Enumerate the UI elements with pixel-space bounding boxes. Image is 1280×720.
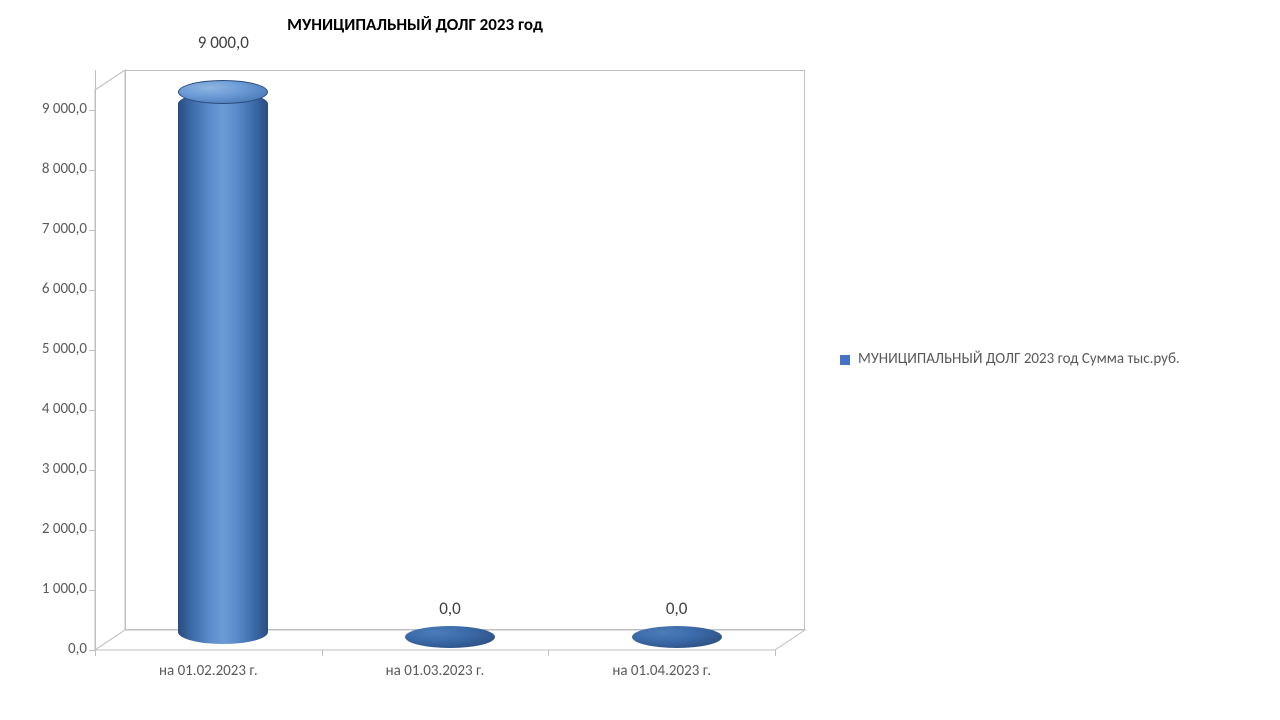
y-tick	[89, 230, 95, 231]
y-tick-label: 0,0	[15, 640, 87, 658]
y-tick-label: 2 000,0	[15, 520, 87, 538]
bar-top	[178, 80, 268, 104]
bar-body	[178, 92, 268, 644]
y-tick	[89, 530, 95, 531]
y-tick-label: 8 000,0	[15, 160, 87, 178]
bar	[405, 622, 495, 644]
chart-container: МУНИЦИПАЛЬНЫЙ ДОЛГ 2023 год 0,01 000,02 …	[0, 0, 1280, 720]
y-tick-label: 7 000,0	[15, 220, 87, 238]
y-tick	[89, 410, 95, 411]
y-tick-label: 5 000,0	[15, 340, 87, 358]
bar-zero-disc	[405, 626, 495, 648]
x-category-label: на 01.03.2023 г.	[335, 662, 535, 680]
y-tick-label: 6 000,0	[15, 280, 87, 298]
x-tick	[775, 650, 776, 656]
plot-area: 0,01 000,02 000,03 000,04 000,05 000,06 …	[95, 90, 775, 650]
data-label: 9 000,0	[163, 32, 283, 53]
y-tick	[89, 590, 95, 591]
data-label: 0,0	[617, 598, 737, 619]
y-tick-label: 3 000,0	[15, 460, 87, 478]
x-category-label: на 01.04.2023 г.	[562, 662, 762, 680]
y-tick	[89, 110, 95, 111]
y-tick-label: 1 000,0	[15, 580, 87, 598]
legend: МУНИЦИПАЛЬНЫЙ ДОЛГ 2023 год Сумма тыс.ру…	[840, 350, 1180, 369]
bar	[632, 622, 722, 644]
y-tick	[89, 290, 95, 291]
bar-zero-disc	[632, 626, 722, 648]
legend-swatch	[840, 355, 850, 365]
data-label: 0,0	[390, 598, 510, 619]
x-tick	[548, 650, 549, 656]
y-tick	[89, 470, 95, 471]
y-tick	[89, 170, 95, 171]
y-tick	[89, 350, 95, 351]
bar	[178, 92, 268, 644]
x-tick	[95, 650, 96, 656]
y-axis	[95, 70, 96, 650]
chart-title: МУНИЦИПАЛЬНЫЙ ДОЛГ 2023 год	[0, 14, 830, 35]
x-category-label: на 01.02.2023 г.	[108, 662, 308, 680]
legend-text: МУНИЦИПАЛЬНЫЙ ДОЛГ 2023 год Сумма тыс.ру…	[858, 350, 1180, 369]
x-tick	[322, 650, 323, 656]
y-tick-label: 4 000,0	[15, 400, 87, 418]
y-tick-label: 9 000,0	[15, 100, 87, 118]
